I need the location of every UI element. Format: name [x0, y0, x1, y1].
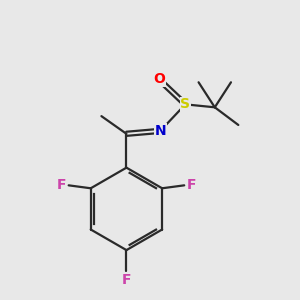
Text: F: F [187, 178, 196, 192]
Text: N: N [154, 124, 166, 138]
Text: F: F [57, 178, 66, 192]
Text: S: S [180, 98, 190, 111]
Text: F: F [122, 273, 131, 287]
Text: O: O [153, 72, 165, 86]
